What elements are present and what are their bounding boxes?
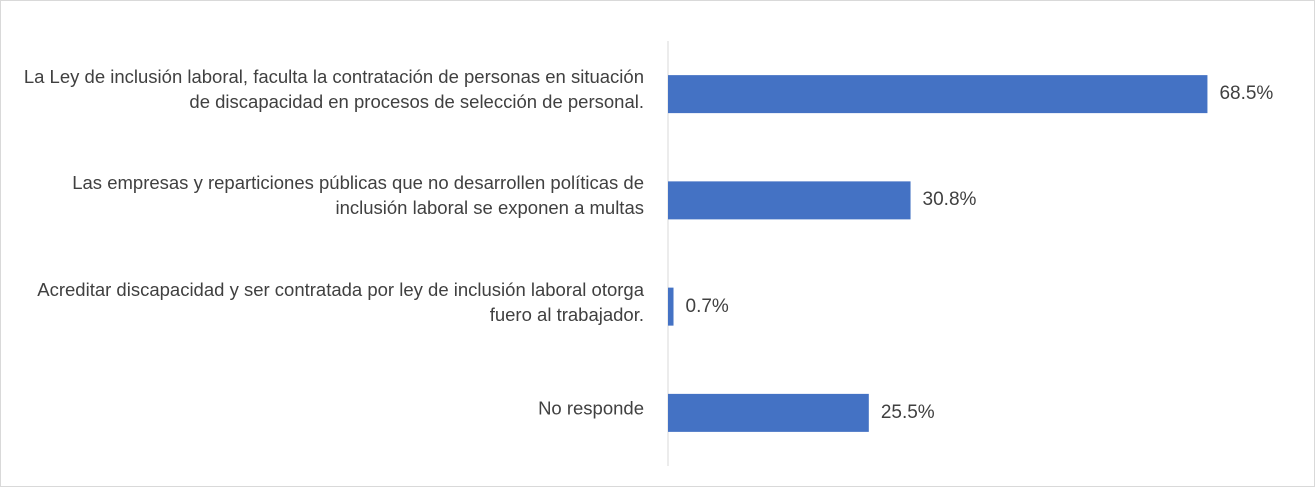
- bar: [668, 393, 869, 432]
- category-label: La Ley de inclusión laboral, faculta la …: [23, 66, 644, 113]
- category-label: No responde: [538, 397, 644, 419]
- bar: [668, 181, 911, 220]
- category-label: Acreditar discapacidad y ser contratada …: [37, 278, 644, 325]
- bar: [668, 75, 1208, 114]
- value-label: 68.5%: [1219, 83, 1274, 105]
- value-label: 30.8%: [922, 189, 977, 211]
- bar: [668, 287, 674, 326]
- value-label: 25.5%: [880, 401, 935, 423]
- value-label: 0.7%: [685, 295, 729, 317]
- category-label: Las empresas y reparticiones públicas qu…: [72, 172, 644, 219]
